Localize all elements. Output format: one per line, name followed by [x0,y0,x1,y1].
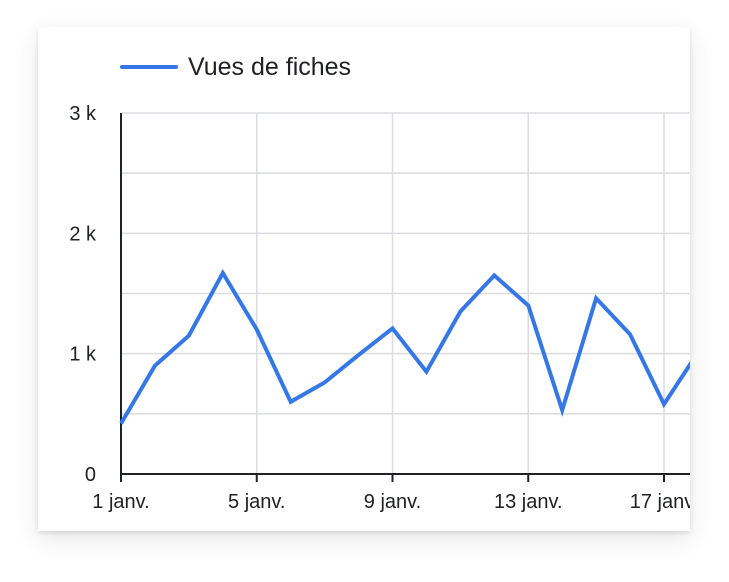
line-chart: 0 1 k 2 k 3 k 1 janv. 5 janv. 9 janv. 13 janv. 1… [69,103,690,513]
x-tick-label: 9 janv. [364,491,421,513]
y-tick-label: 0 [85,464,96,486]
chart-card: Vues de fiches 0 1 k 2 k 3 k 1 janv. 5 janv. 9… [38,27,690,531]
x-tick-label: 1 janv. [92,491,149,513]
legend-swatch [120,65,178,69]
y-tick-label: 3 k [69,103,97,125]
x-tick-label: 5 janv. [228,491,285,513]
y-tick-label: 2 k [69,223,97,245]
x-tick-label: 17 janv. [630,491,690,513]
series-line-vues-de-fiches [119,268,690,425]
legend-label: Vues de fiches [188,52,352,81]
y-tick-label: 1 k [69,344,97,366]
x-tick-label: 13 janv. [494,491,563,513]
chart-legend: Vues de fiches [120,51,351,83]
